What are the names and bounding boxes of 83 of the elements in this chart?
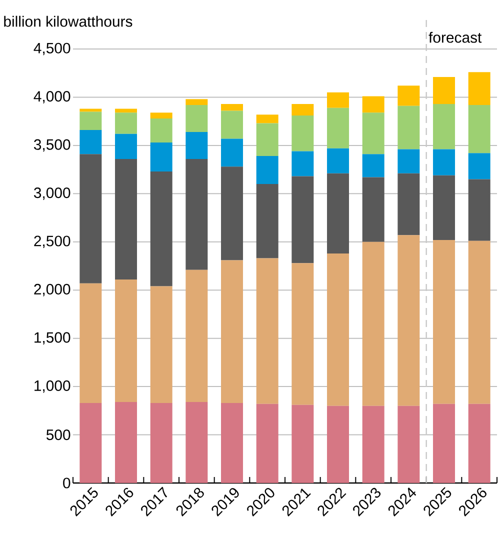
bar	[256, 184, 278, 258]
bar	[221, 110, 243, 139]
bar	[186, 270, 208, 402]
bar	[398, 149, 420, 174]
bar	[256, 114, 278, 124]
bar	[468, 404, 490, 483]
bar	[256, 156, 278, 184]
bar	[150, 112, 172, 118]
bar	[327, 406, 350, 483]
y-tick-label: 2,000	[34, 284, 70, 296]
bar	[150, 286, 172, 403]
bar	[256, 123, 278, 156]
bar	[398, 86, 420, 106]
bar	[362, 96, 384, 113]
bar	[292, 263, 314, 405]
bar	[186, 132, 208, 159]
bar	[362, 242, 384, 406]
y-tick-label: 500	[46, 429, 70, 440]
bar	[221, 402, 243, 483]
bar	[327, 92, 350, 108]
y-tick-label: 3,000	[34, 187, 70, 200]
bar	[433, 240, 456, 404]
bar	[150, 118, 172, 143]
bar	[256, 258, 278, 404]
y-tick-label: 2,500	[34, 236, 70, 248]
bar	[292, 176, 314, 264]
bar	[115, 280, 137, 402]
bar	[221, 104, 243, 111]
bar	[292, 151, 314, 176]
bar	[150, 171, 172, 286]
bar	[80, 112, 102, 130]
bar	[468, 240, 490, 404]
bar	[150, 142, 172, 172]
bar	[398, 106, 420, 150]
bar	[292, 404, 314, 483]
bar	[186, 402, 208, 483]
bar	[433, 404, 456, 483]
bar	[115, 108, 137, 113]
bar	[186, 104, 208, 132]
bar	[327, 253, 350, 406]
bar	[115, 402, 137, 483]
bar	[362, 154, 384, 178]
bar	[150, 402, 172, 483]
bar	[433, 149, 456, 176]
bar	[186, 158, 208, 270]
bar	[221, 138, 243, 167]
bar	[115, 134, 137, 159]
y-tick-label: 1,500	[34, 332, 70, 344]
y-axis-title: billion kilowatthours	[4, 16, 132, 27]
bar	[80, 283, 102, 403]
bar	[256, 404, 278, 483]
y-tick-label: 4,500	[34, 42, 70, 56]
bar	[468, 153, 490, 180]
bar	[468, 179, 490, 241]
bar	[433, 76, 456, 104]
bar	[80, 154, 102, 284]
bar	[327, 108, 350, 148]
bar	[362, 177, 384, 242]
y-tick-label: 1,000	[34, 380, 70, 393]
bar	[398, 406, 420, 483]
ref-line-label: forecast	[428, 32, 482, 43]
bar	[80, 402, 102, 483]
bar	[327, 148, 350, 174]
bar	[468, 72, 490, 105]
y-tick-label: 0	[63, 478, 70, 488]
bar	[433, 175, 456, 240]
bar	[398, 173, 420, 236]
bar	[221, 260, 243, 403]
bar	[398, 235, 420, 406]
bar	[115, 158, 137, 280]
y-tick-label: 3,500	[34, 139, 70, 152]
bar	[115, 112, 137, 134]
bar	[292, 116, 314, 152]
bar	[221, 166, 243, 260]
bar	[292, 104, 314, 116]
bar	[80, 130, 102, 154]
bar	[186, 99, 208, 105]
y-tick-label: 4,000	[34, 91, 70, 104]
bar	[362, 112, 384, 154]
bar	[362, 406, 384, 483]
bar	[433, 104, 456, 150]
bar	[327, 173, 350, 254]
bar	[468, 104, 490, 154]
